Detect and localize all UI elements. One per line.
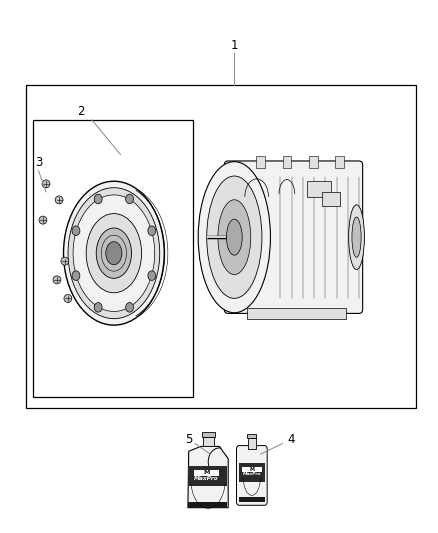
Bar <box>203 437 215 447</box>
Circle shape <box>126 303 134 312</box>
Text: MaxPro: MaxPro <box>194 476 219 481</box>
Bar <box>239 497 265 502</box>
Circle shape <box>94 303 102 312</box>
Bar <box>309 156 318 168</box>
Ellipse shape <box>96 228 131 278</box>
Bar <box>242 467 261 472</box>
Bar <box>247 434 256 438</box>
Ellipse shape <box>226 219 242 255</box>
Ellipse shape <box>53 276 61 284</box>
Ellipse shape <box>68 188 160 319</box>
Bar <box>322 192 340 206</box>
Ellipse shape <box>64 294 72 303</box>
Circle shape <box>72 226 80 236</box>
Polygon shape <box>188 447 228 507</box>
Text: M: M <box>249 467 254 472</box>
Ellipse shape <box>64 181 164 325</box>
Bar <box>248 438 256 449</box>
Ellipse shape <box>73 195 155 311</box>
Bar <box>307 181 331 197</box>
Bar <box>188 466 227 486</box>
Bar <box>202 432 215 437</box>
Ellipse shape <box>39 216 47 224</box>
FancyBboxPatch shape <box>224 161 363 313</box>
Text: 2: 2 <box>77 106 85 118</box>
Ellipse shape <box>42 180 50 188</box>
Ellipse shape <box>198 161 271 313</box>
Ellipse shape <box>61 257 69 265</box>
Circle shape <box>148 226 156 236</box>
Bar <box>256 156 265 168</box>
Bar <box>188 502 227 507</box>
Text: M: M <box>203 470 210 475</box>
Circle shape <box>126 194 134 204</box>
Ellipse shape <box>349 205 364 270</box>
Text: 4: 4 <box>287 433 295 446</box>
Ellipse shape <box>86 214 141 293</box>
Bar <box>33 120 193 397</box>
Circle shape <box>94 194 102 204</box>
Bar <box>247 308 346 319</box>
Text: 5: 5 <box>185 433 192 446</box>
Bar <box>194 470 219 476</box>
Bar <box>239 463 265 482</box>
FancyBboxPatch shape <box>237 446 267 505</box>
Text: 1: 1 <box>230 39 238 52</box>
Text: 3: 3 <box>35 156 42 169</box>
Ellipse shape <box>207 176 262 298</box>
Bar <box>283 156 291 168</box>
Ellipse shape <box>106 241 122 265</box>
Bar <box>26 85 416 408</box>
Circle shape <box>72 271 80 280</box>
Bar <box>335 156 344 168</box>
Text: MaxPro: MaxPro <box>243 472 261 477</box>
Ellipse shape <box>218 200 251 274</box>
Circle shape <box>148 271 156 280</box>
Ellipse shape <box>352 217 361 257</box>
Ellipse shape <box>55 196 63 204</box>
